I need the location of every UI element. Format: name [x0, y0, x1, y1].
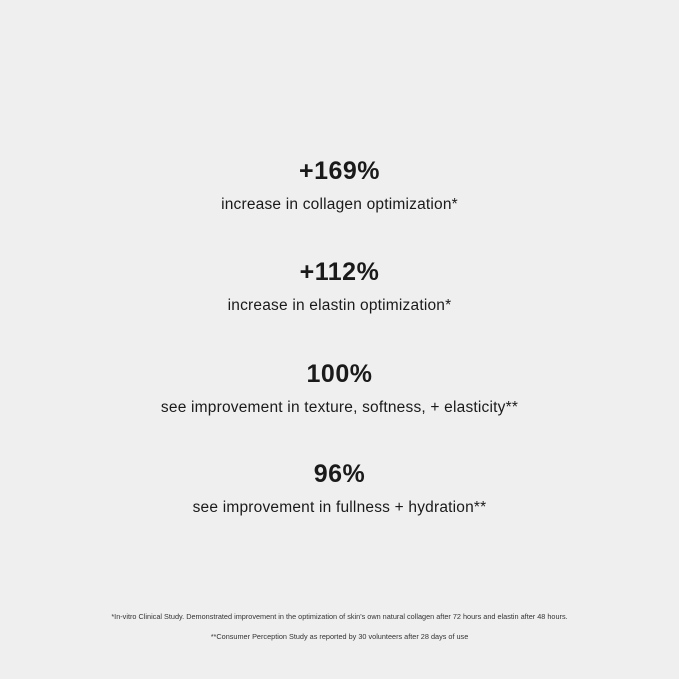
stat-elastin: +112% increase in elastin optimization* [0, 257, 679, 316]
stat-description: increase in elastin optimization* [227, 297, 452, 314]
footnote-consumer: **Consumer Perception Study as reported … [210, 632, 469, 641]
stat-value: 100% [306, 360, 373, 388]
stat-value: 96% [313, 460, 366, 488]
stat-collagen: +169% increase in collagen optimization* [0, 156, 679, 215]
stat-value: +112% [299, 258, 380, 286]
stat-description: increase in collagen optimization* [221, 196, 458, 213]
stat-description: see improvement in texture, softness, + … [160, 399, 519, 416]
stat-fullness: 96% see improvement in fullness + hydrat… [0, 459, 679, 518]
stat-value: +169% [298, 157, 381, 185]
stat-texture: 100% see improvement in texture, softnes… [0, 359, 679, 418]
stat-description: see improvement in fullness + hydration*… [192, 499, 487, 516]
footnote-clinical: *In-vitro Clinical Study. Demonstrated i… [111, 612, 568, 621]
